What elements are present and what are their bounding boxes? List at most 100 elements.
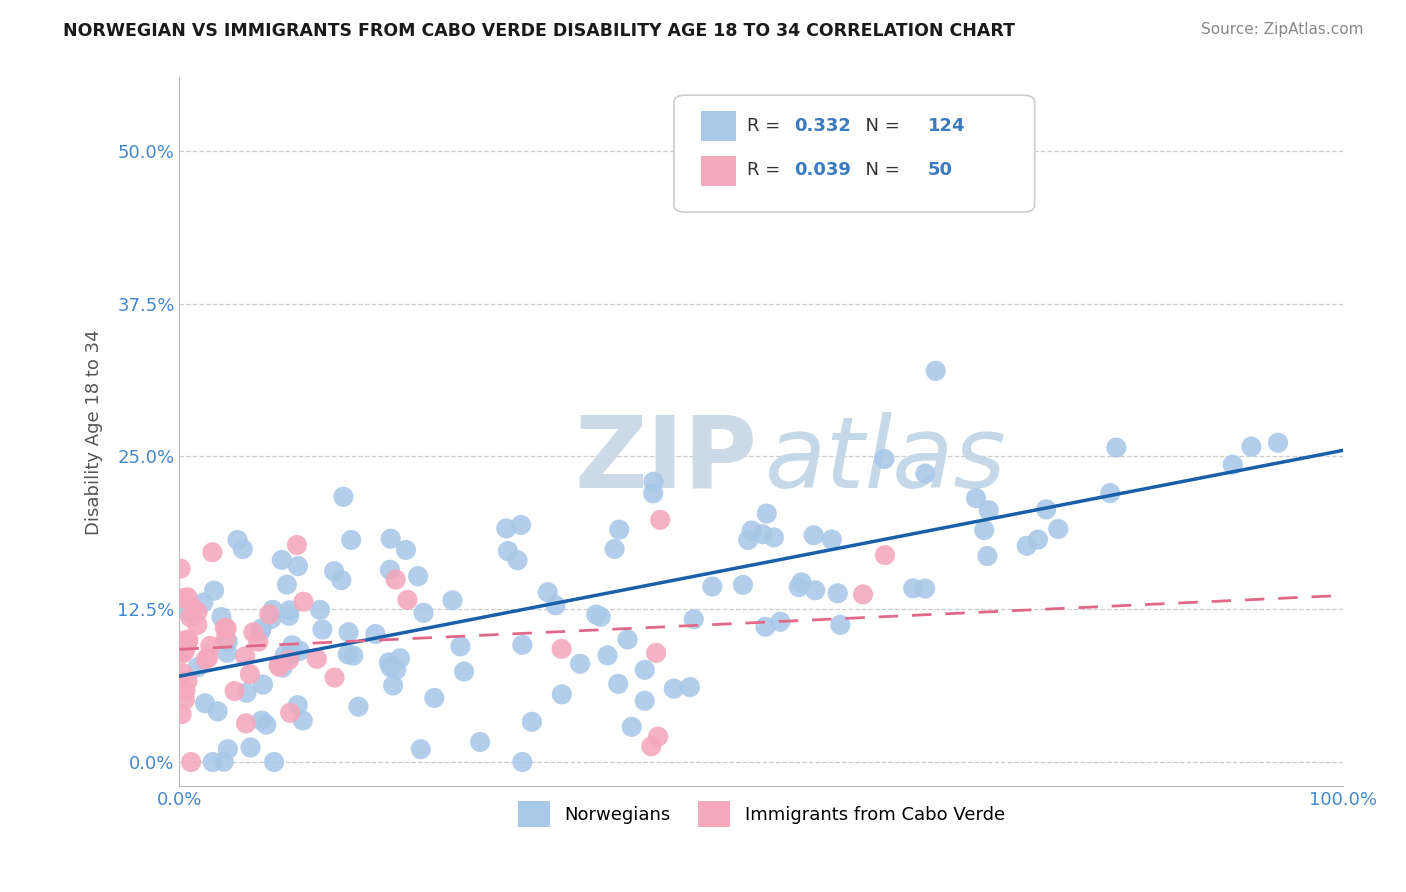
Point xyxy=(762,531,785,545)
Point xyxy=(249,624,271,639)
Point xyxy=(291,714,314,728)
Point xyxy=(174,683,197,698)
Point xyxy=(804,583,827,598)
Point xyxy=(852,587,875,601)
Point xyxy=(873,548,896,562)
Point xyxy=(378,656,401,670)
Point xyxy=(965,491,987,505)
Point xyxy=(754,620,776,634)
Text: Source: ZipAtlas.com: Source: ZipAtlas.com xyxy=(1201,22,1364,37)
Point xyxy=(662,681,685,696)
Point xyxy=(239,667,262,681)
Point xyxy=(193,596,215,610)
Point xyxy=(278,706,301,720)
Point xyxy=(292,595,315,609)
Point xyxy=(409,742,432,756)
Point xyxy=(873,452,896,467)
Point xyxy=(170,707,193,722)
Point xyxy=(172,666,194,681)
Text: ZIP: ZIP xyxy=(575,412,758,508)
Point xyxy=(496,544,519,558)
Point xyxy=(174,643,197,657)
Point xyxy=(311,623,333,637)
Point xyxy=(790,575,813,590)
Text: N =: N = xyxy=(855,161,905,179)
Point xyxy=(741,524,763,538)
Text: N =: N = xyxy=(855,117,905,135)
Point xyxy=(1035,502,1057,516)
Point xyxy=(643,475,665,489)
Point xyxy=(217,646,239,660)
Point xyxy=(903,582,925,596)
Point xyxy=(827,586,849,600)
Point xyxy=(643,486,665,500)
Point xyxy=(263,755,285,769)
Point xyxy=(287,698,309,712)
Point xyxy=(186,618,208,632)
Point xyxy=(278,603,301,617)
Point xyxy=(235,716,257,731)
Point xyxy=(323,564,346,578)
Point xyxy=(269,659,291,673)
Text: 50: 50 xyxy=(928,161,953,179)
Point xyxy=(441,593,464,607)
Point xyxy=(330,573,353,587)
Point xyxy=(207,705,229,719)
Point xyxy=(977,503,1000,517)
Point xyxy=(596,648,619,663)
Text: 0.039: 0.039 xyxy=(794,161,851,179)
Point xyxy=(177,635,200,649)
Point xyxy=(1015,539,1038,553)
Point xyxy=(603,541,626,556)
Point xyxy=(395,542,418,557)
Point xyxy=(278,608,301,623)
Point xyxy=(176,673,198,688)
Point xyxy=(214,632,236,646)
Point xyxy=(925,364,948,378)
Point xyxy=(384,573,406,587)
Point xyxy=(616,632,638,647)
Point xyxy=(212,755,235,769)
Point xyxy=(176,591,198,605)
Point xyxy=(634,663,657,677)
Point xyxy=(468,735,491,749)
Point xyxy=(634,694,657,708)
Point xyxy=(209,610,232,624)
Point xyxy=(180,755,202,769)
Point xyxy=(202,583,225,598)
Point xyxy=(607,523,630,537)
Point xyxy=(830,617,852,632)
Point xyxy=(510,517,533,532)
Point xyxy=(506,553,529,567)
Text: NORWEGIAN VS IMMIGRANTS FROM CABO VERDE DISABILITY AGE 18 TO 34 CORRELATION CHAR: NORWEGIAN VS IMMIGRANTS FROM CABO VERDE … xyxy=(63,22,1015,40)
Point xyxy=(495,521,517,535)
Point xyxy=(1222,458,1244,472)
Point xyxy=(233,649,256,664)
Point xyxy=(257,607,280,622)
Point xyxy=(423,690,446,705)
Point xyxy=(226,533,249,547)
Point xyxy=(217,634,239,648)
Point xyxy=(640,739,662,754)
Point xyxy=(177,632,200,647)
Point xyxy=(645,646,668,660)
Point xyxy=(214,621,236,635)
Point xyxy=(267,657,290,672)
Point xyxy=(769,615,792,629)
Point xyxy=(250,621,273,635)
FancyBboxPatch shape xyxy=(673,95,1035,212)
Point xyxy=(183,601,205,615)
Point xyxy=(340,533,363,547)
Point xyxy=(347,699,370,714)
Point xyxy=(271,660,294,674)
Point xyxy=(194,696,217,710)
Point xyxy=(169,644,191,658)
Point xyxy=(702,580,724,594)
Point xyxy=(1240,440,1263,454)
Point xyxy=(224,684,246,698)
Point xyxy=(242,625,264,640)
Text: atlas: atlas xyxy=(765,412,1007,508)
Point xyxy=(914,582,936,596)
Point xyxy=(254,717,277,731)
Point xyxy=(731,578,754,592)
